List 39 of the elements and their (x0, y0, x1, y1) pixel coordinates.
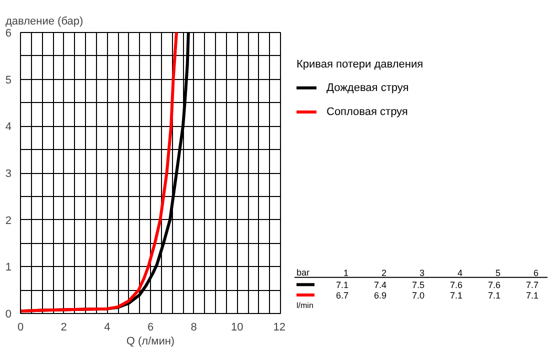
y-tick-label: 0 (5, 308, 12, 320)
y-tick-label: 6 (5, 28, 12, 40)
x-tick-label: 10 (231, 322, 244, 334)
y-tick-label: 2 (5, 214, 12, 227)
text: 3 (419, 268, 425, 278)
text: 7.4 (374, 280, 387, 290)
text: 2 (381, 268, 387, 278)
text: 7.1 (526, 290, 539, 301)
text: 7.1 (336, 280, 349, 290)
text: 7.5 (412, 280, 425, 290)
text: 4 (457, 268, 463, 278)
legend-title: Кривая потери давления (296, 58, 424, 71)
text: 6.7 (336, 290, 349, 301)
text: 7.1 (450, 290, 463, 301)
text: 7.7 (526, 280, 539, 290)
text: l/min (296, 300, 314, 310)
text: 7.1 (488, 290, 501, 301)
text: 5 (495, 268, 501, 278)
y-tick-label: 1 (5, 262, 12, 274)
text: 1 (343, 268, 349, 278)
x-axis-title: Q (л/мин) (126, 336, 175, 348)
y-axis-title: давление (бар) (6, 16, 84, 28)
x-tick-label: 4 (104, 322, 110, 334)
text: 6.9 (374, 290, 387, 301)
y-tick-label: 3 (5, 168, 12, 180)
x-tick-label: 8 (190, 322, 197, 334)
text: 7.0 (412, 290, 425, 301)
legend-label: Дождевая струя (326, 82, 409, 94)
text: 7.6 (488, 280, 501, 290)
legend-label: Сопловая струя (326, 106, 408, 118)
text: 7.6 (450, 280, 463, 290)
x-tick-label: 6 (147, 322, 154, 334)
x-tick-label: 12 (273, 322, 286, 334)
text: bar (296, 268, 310, 278)
y-tick-label: 4 (5, 121, 12, 134)
y-tick-label: 5 (5, 74, 12, 86)
x-tick-label: 2 (60, 322, 67, 334)
x-tick-label: 0 (17, 322, 24, 334)
text: 6 (533, 268, 539, 278)
